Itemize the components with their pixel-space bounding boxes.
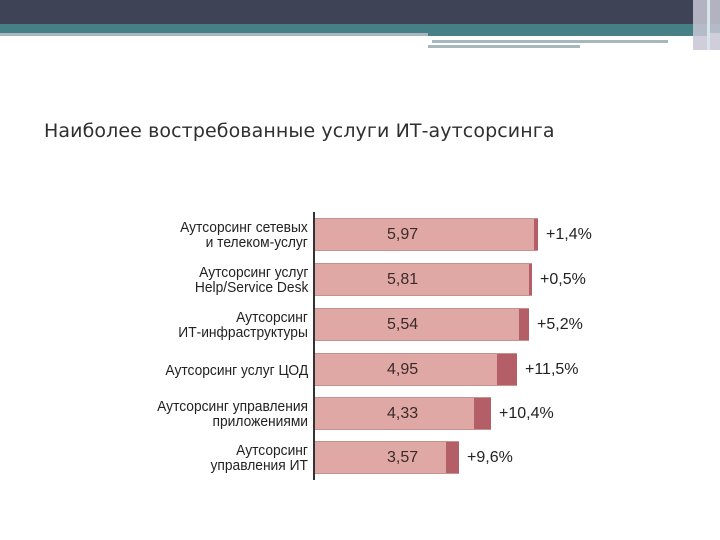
chart-row: Аутсорсинг услуг Help/Service Desk 5,81 +0,… (0, 263, 720, 297)
bar-growth-segment (529, 264, 532, 295)
growth-percent-label: +0,5% (540, 271, 586, 288)
category-label-line: Аутсорсинг управления (157, 398, 308, 415)
growth-percent-label: +10,4% (499, 405, 554, 422)
bar-value-label: 4,33 (387, 404, 419, 422)
header-divider-extension (428, 33, 710, 36)
category-label-line: управления ИТ (210, 457, 308, 474)
growth-percent-label: +9,6% (467, 449, 513, 466)
bar: 5,54 (315, 308, 529, 341)
bar-growth-segment (474, 398, 491, 429)
category-label: Аутсорсинг услуг Help/Service Desk (194, 263, 308, 297)
chart-row: Аутсорсинг услуг ЦОД 4,95 +11,5% (0, 353, 720, 387)
chart-row: Аутсорсинг управления приложениями 4,33 +10… (0, 397, 720, 431)
category-label-line: Аутсорсинг (236, 442, 308, 459)
bar: 4,33 (315, 397, 491, 430)
category-label-line: и телеком-услуг (205, 234, 308, 251)
category-label-line: Аутсорсинг услуг (198, 264, 308, 281)
bar-value-label: 5,97 (387, 225, 419, 243)
category-label: Аутсорсинг управления приложениями (157, 397, 308, 431)
category-label: Аутсорсинг сетевых и телеком-услуг (180, 218, 308, 252)
growth-percent-label: +11,5% (525, 361, 579, 378)
category-label: Аутсорсинг ИТ-инфраструктуры (178, 308, 308, 342)
bar-value-label: 3,57 (387, 448, 419, 466)
header-divider-tertiary (428, 45, 580, 48)
growth-percent-label: +5,2% (537, 316, 583, 333)
bar-growth-segment (534, 219, 538, 250)
bar-value-label: 5,81 (387, 270, 419, 288)
category-label-line: ИТ-инфраструктуры (178, 324, 308, 341)
bar-base-segment: 5,54 (315, 309, 519, 340)
slide-header-bar (0, 0, 720, 24)
slide-title: Наиболее востребованные услуги ИТ-аутсор… (44, 120, 555, 142)
category-label-line: Аутсорсинг сетевых (180, 219, 308, 236)
bar-base-segment: 5,97 (315, 219, 534, 250)
category-label-line: приложениями (212, 413, 308, 430)
category-label-line: Аутсорсинг услуг ЦОД (165, 361, 308, 379)
category-label-line: Аутсорсинг (236, 309, 308, 326)
bar-base-segment: 4,33 (315, 398, 474, 429)
bar-growth-segment (446, 442, 459, 473)
bar-base-segment: 4,95 (315, 354, 497, 385)
growth-percent-label: +1,4% (546, 226, 592, 243)
chart-y-axis (313, 212, 315, 480)
bar: 5,81 (315, 263, 532, 296)
chart-row: Аутсорсинг ИТ-инфраструктуры 5,54 +5,2% (0, 308, 720, 342)
bar: 5,97 (315, 218, 538, 251)
header-divider (0, 33, 428, 36)
bar-value-label: 5,54 (387, 315, 419, 333)
bar: 4,95 (315, 353, 517, 386)
slide-header-accent (0, 24, 720, 33)
bar-growth-segment (519, 309, 529, 340)
bar-growth-segment (497, 354, 517, 385)
bar-base-segment: 3,57 (315, 442, 446, 473)
category-label-line: Help/Service Desk (194, 279, 308, 296)
bar: 3,57 (315, 441, 459, 474)
chart-row: Аутсорсинг сетевых и телеком-услуг 5,97 +1,… (0, 218, 720, 252)
header-corner-decoration (693, 0, 720, 50)
header-divider-secondary (432, 40, 668, 43)
category-label: Аутсорсинг услуг ЦОД (165, 353, 308, 387)
chart-row: Аутсорсинг управления ИТ 3,57 +9,6% (0, 441, 720, 475)
header-corner-stripe (707, 0, 710, 50)
bar-value-label: 4,95 (387, 360, 419, 378)
category-label: Аутсорсинг управления ИТ (211, 441, 308, 475)
bar-base-segment: 5,81 (315, 264, 529, 295)
